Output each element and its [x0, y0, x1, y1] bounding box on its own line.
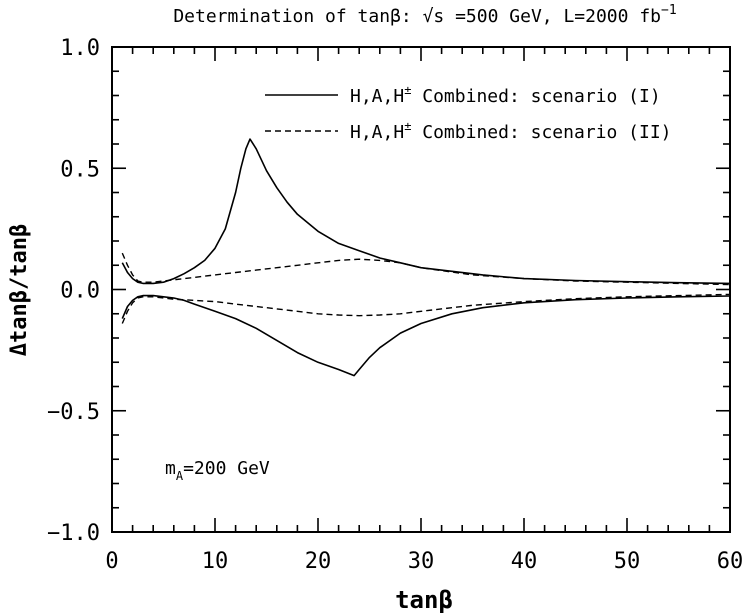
y-tick-label: −1.0: [47, 521, 100, 546]
data-curves: [121, 138, 731, 377]
x-tick-label: 0: [105, 549, 118, 574]
series-line-4-dashed: [121, 293, 731, 324]
chart-title: Determination of tanβ: √s =500 GeV, L=20…: [173, 3, 676, 27]
legend-label-scenario-2-name: H,A,H: [350, 122, 404, 143]
mass-annotation: mA=200 GeV: [165, 458, 270, 483]
x-tick-label: 30: [408, 549, 435, 574]
legend-label-scenario-2-suffix: Combined: scenario (II): [411, 122, 671, 143]
series-line-3-dashed: [121, 252, 731, 286]
x-tick-label: 10: [202, 549, 229, 574]
x-axis-label: tanβ: [395, 586, 453, 614]
mass-annotation-subscript: A: [176, 469, 184, 483]
axis-ticks: [111, 46, 731, 533]
y-tick-label: −0.5: [47, 400, 100, 425]
legend-label-scenario-1-sup: ±: [404, 83, 411, 97]
series-line-1-solid: [121, 138, 731, 285]
chart-title-superscript: −1: [661, 3, 677, 18]
x-tick-label: 50: [614, 549, 641, 574]
legend-label-scenario-1-name: H,A,H: [350, 86, 404, 107]
y-tick-label: 1.0: [60, 36, 100, 61]
axis-tick-labels: 0 10 20 30 40 50 60 −1.0 −0.5 0.0 0.5 1.0: [47, 36, 743, 574]
legend-label-scenario-1: H,A,H± Combined: scenario (I): [350, 83, 661, 107]
y-tick-label: 0.5: [60, 157, 100, 182]
series-line-2-solid: [121, 294, 731, 377]
chart-title-text: Determination of tanβ: √s =500 GeV, L=20…: [173, 6, 661, 27]
mass-annotation-suffix: =200 GeV: [183, 458, 270, 479]
legend-label-scenario-2: H,A,H± Combined: scenario (II): [350, 119, 672, 143]
y-axis-label: Δtanβ/tanβ: [7, 224, 32, 356]
legend-label-scenario-1-suffix: Combined: scenario (I): [411, 86, 660, 107]
y-tick-label: 0.0: [60, 279, 100, 304]
legend-label-scenario-2-sup: ±: [404, 119, 411, 133]
mass-annotation-text: m: [165, 458, 176, 479]
legend: H,A,H± Combined: scenario (I) H,A,H± Com…: [265, 83, 672, 143]
x-tick-label: 40: [511, 549, 538, 574]
x-tick-label: 20: [305, 549, 332, 574]
x-tick-label: 60: [717, 549, 744, 574]
